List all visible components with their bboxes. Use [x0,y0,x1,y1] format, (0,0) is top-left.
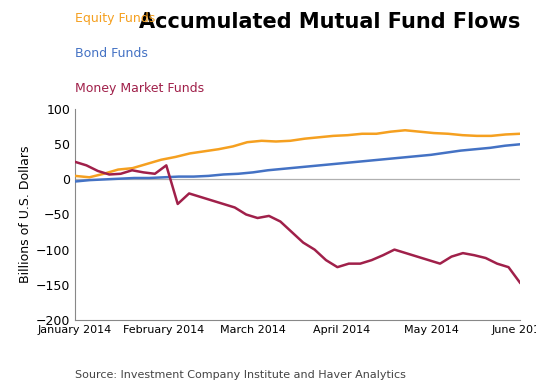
Text: Money Market Funds: Money Market Funds [75,82,204,95]
Text: Equity Funds: Equity Funds [75,12,155,25]
Text: Source: Investment Company Institute and Haver Analytics: Source: Investment Company Institute and… [75,370,406,380]
Text: Accumulated Mutual Fund Flows: Accumulated Mutual Fund Flows [138,12,520,32]
Text: Bond Funds: Bond Funds [75,47,148,60]
Y-axis label: Billions of U.S. Dollars: Billions of U.S. Dollars [19,146,32,283]
